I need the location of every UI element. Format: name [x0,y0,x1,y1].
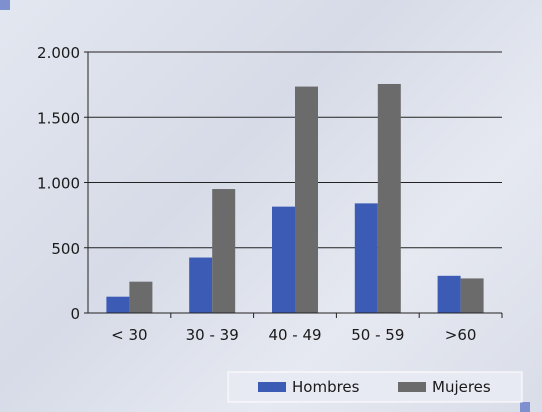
legend-label-1: Mujeres [432,378,491,396]
x-tick-label: 50 - 59 [351,326,404,344]
x-tick-label: 40 - 49 [268,326,321,344]
bar-mujeres-4 [460,278,484,313]
axes [87,52,503,318]
bars [106,83,484,314]
bar-hombres-2 [272,206,295,313]
y-tick-label: 0 [70,305,80,323]
bar-hombres-4 [437,275,461,313]
bar-hombres-1 [189,257,213,313]
corner-accent-top-left [0,0,10,10]
corner-accent-bottom-right [520,402,530,412]
x-tick-label: >60 [445,326,477,344]
legend: Hombres Mujeres [227,371,523,403]
y-tick-label: 500 [51,240,80,258]
y-tick-label: 2.000 [37,44,80,62]
legend-swatch-1 [398,382,426,392]
x-tick-label: 30 - 39 [186,326,239,344]
legend-swatch-0 [258,382,286,392]
y-tick-labels: 0 500 1.000 1.500 2.000 [37,44,80,323]
x-tick-label: < 30 [111,326,147,344]
y-tick-label: 1.500 [37,109,80,127]
x-tick-labels: < 30 30 - 39 40 - 49 50 - 59 >60 [111,326,476,344]
legend-label-0: Hombres [292,378,360,396]
bar-mujeres-1 [212,189,236,313]
bar-mujeres-2 [295,86,318,314]
bar-hombres-3 [354,203,378,313]
y-tick-label: 1.000 [37,175,80,193]
bar-hombres-0 [106,296,130,313]
bar-mujeres-0 [129,281,153,313]
bar-mujeres-3 [377,83,401,313]
